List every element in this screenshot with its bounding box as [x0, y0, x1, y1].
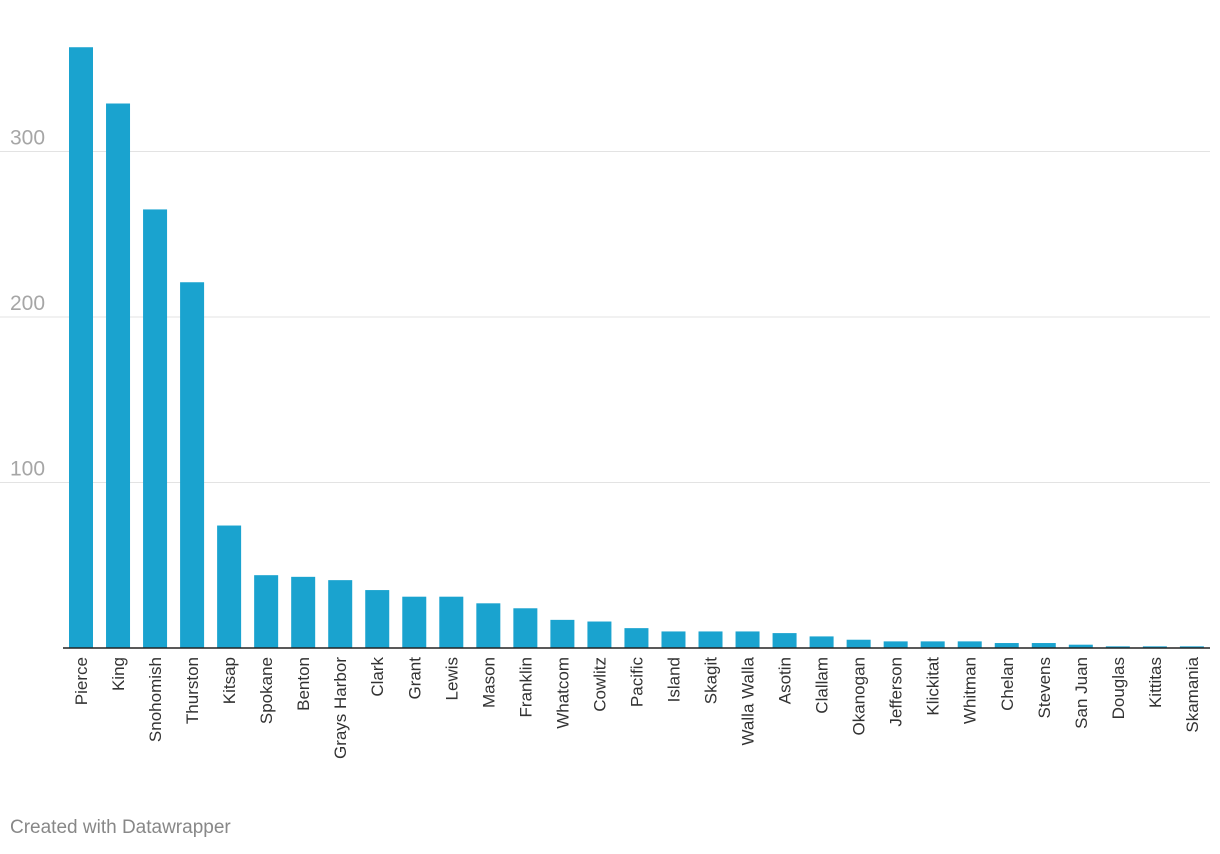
bar-skagit	[698, 631, 723, 648]
bar-chelan	[994, 643, 1019, 648]
bar-king	[106, 103, 131, 648]
bar-walla-walla	[735, 631, 760, 648]
x-tick-label: Franklin	[516, 657, 535, 717]
bar-thurston	[180, 282, 205, 648]
x-axis-labels: Pierce King Snohomish Thurston Kitsap Spokane…	[72, 656, 1202, 759]
bar-pacific	[624, 628, 649, 648]
x-tick-label: Whitman	[961, 657, 980, 724]
bar-jefferson	[883, 641, 908, 648]
datawrapper-credit: Created with Datawrapper	[10, 817, 231, 838]
x-tick-label: Kittitas	[1146, 657, 1165, 708]
x-tick-label: San Juan	[1072, 657, 1091, 729]
y-tick-label: 200	[10, 292, 45, 315]
x-tick-label: Grays Harbor	[331, 657, 350, 759]
x-tick-label: Jefferson	[887, 657, 906, 727]
bar-asotin	[772, 633, 797, 648]
y-tick-label: 100	[10, 458, 45, 481]
x-tick-label: Whatcom	[553, 657, 572, 729]
bar-san-juan	[1068, 644, 1093, 648]
bar-chart: 100 200 300 Pierce King Snohomish Thurston Kit…	[0, 47, 1210, 759]
x-tick-label: Okanogan	[850, 657, 869, 735]
x-tick-label: Thurston	[183, 657, 202, 724]
bar-kitsap	[217, 525, 242, 648]
x-tick-label: Skagit	[702, 657, 721, 705]
bar-douglas	[1105, 646, 1130, 648]
x-tick-label: Benton	[294, 657, 313, 711]
x-tick-label: Island	[664, 657, 683, 702]
x-tick-label: Pierce	[72, 657, 91, 705]
bar-clallam	[809, 636, 834, 648]
bar-grant	[402, 596, 427, 648]
bar-kittitas	[1142, 646, 1167, 648]
gridlines: 100 200 300	[0, 127, 1210, 483]
x-tick-label: Douglas	[1109, 657, 1128, 719]
bars	[69, 47, 1204, 649]
x-tick-label: Lewis	[442, 657, 461, 700]
bar-skamania	[1179, 646, 1204, 648]
bar-klickitat	[920, 641, 945, 648]
x-tick-label: Stevens	[1035, 657, 1054, 718]
x-tick-label: Cowlitz	[590, 657, 609, 712]
x-tick-label: Skamania	[1183, 656, 1202, 732]
bar-franklin	[513, 608, 538, 648]
bar-pierce	[69, 47, 93, 649]
bar-whatcom	[550, 619, 575, 648]
bar-stevens	[1031, 643, 1056, 648]
x-tick-label: Clark	[368, 657, 387, 697]
x-tick-label: Snohomish	[146, 657, 165, 742]
x-tick-label: Walla Walla	[739, 656, 758, 745]
bar-spokane	[254, 575, 279, 648]
x-tick-label: King	[109, 657, 128, 691]
x-tick-label: Klickitat	[924, 657, 943, 716]
x-tick-label: Mason	[479, 657, 498, 708]
bar-mason	[476, 603, 501, 648]
bar-whitman	[957, 641, 982, 648]
x-tick-label: Asotin	[776, 657, 795, 704]
bar-okanogan	[846, 639, 871, 648]
x-tick-label: Grant	[405, 657, 424, 700]
x-tick-label: Spokane	[257, 657, 276, 724]
x-tick-label: Clallam	[813, 657, 832, 714]
x-tick-label: Kitsap	[220, 657, 239, 704]
y-tick-label: 300	[10, 127, 45, 150]
bar-lewis	[439, 596, 464, 648]
bar-snohomish	[143, 209, 168, 649]
bar-benton	[291, 576, 316, 648]
bar-island	[661, 631, 686, 648]
bar-grays-harbor	[328, 580, 353, 648]
bar-cowlitz	[587, 621, 612, 648]
bar-clark	[365, 590, 390, 648]
x-tick-label: Chelan	[998, 657, 1017, 711]
x-tick-label: Pacific	[627, 657, 646, 708]
